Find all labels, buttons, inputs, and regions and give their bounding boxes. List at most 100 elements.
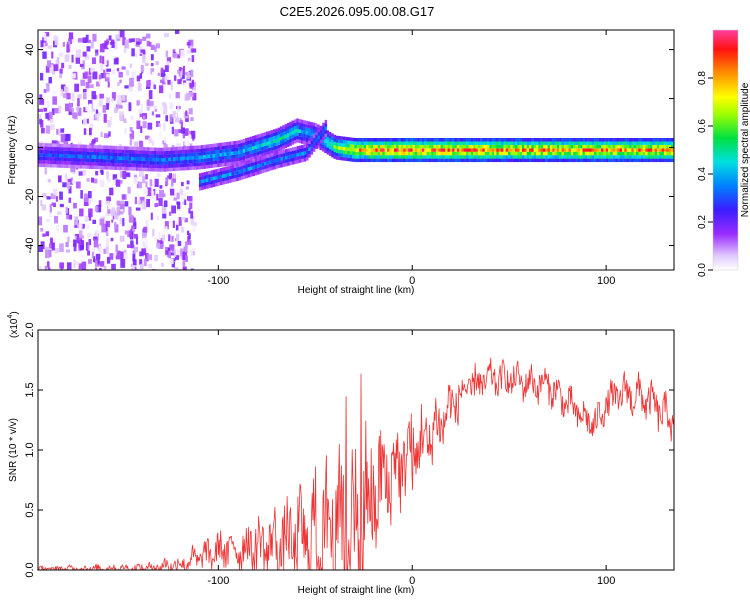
ridge-cell (161, 168, 164, 172)
noise-cell (133, 246, 139, 253)
ridge-cell (124, 166, 127, 171)
ridge-cell (152, 164, 155, 169)
ridge-cell (654, 155, 658, 159)
ridge-cell (324, 135, 327, 140)
ridge-cell (475, 138, 478, 142)
noise-cell (118, 202, 122, 206)
ridge-cell (128, 156, 132, 161)
ridge-cell (398, 148, 402, 152)
ridge-cell (245, 171, 248, 175)
noise-cell (76, 106, 79, 112)
noise-cell (50, 182, 55, 192)
ridge-cell (407, 144, 411, 149)
noise-cell (173, 197, 178, 201)
ridge-cell (505, 155, 509, 159)
ridge-cell (42, 143, 46, 147)
noise-cell (99, 55, 102, 64)
ridge-cell (321, 144, 325, 149)
ridge-cell (191, 159, 195, 164)
noise-cell (51, 140, 56, 147)
ridge-cell (633, 155, 637, 159)
ridge-cell (289, 147, 293, 152)
ridge-cell (305, 138, 309, 142)
ridge-cell (280, 160, 283, 165)
ridge-cell (217, 168, 221, 173)
ridge-cell (75, 147, 78, 152)
ridge-cell (271, 159, 274, 164)
ridge-cell (165, 157, 169, 162)
ridge-cell (156, 161, 160, 165)
ridge-cell (324, 130, 328, 134)
ridge-cell (86, 165, 90, 169)
ridge-cell (145, 150, 148, 155)
ridge-cell (315, 145, 318, 149)
y-tick-label: 1.5 (24, 382, 36, 397)
ridge-cell (649, 141, 653, 145)
ridge-cell (608, 155, 611, 159)
ridge-cell (259, 154, 262, 158)
ridge-cell (212, 173, 216, 177)
noise-cell (81, 240, 85, 250)
ridge-cell (582, 151, 585, 156)
ridge-cell (468, 148, 471, 152)
ridge-cell (538, 158, 541, 163)
ridge-cell (645, 151, 648, 156)
ridge-cell (591, 155, 595, 159)
noise-cell (182, 131, 186, 139)
ridge-cell (247, 160, 251, 164)
ridge-cell (447, 155, 451, 159)
ridge-cell (40, 146, 43, 150)
ridge-cell (505, 148, 509, 152)
ridge-cell (70, 154, 74, 158)
ridge-cell (333, 151, 337, 156)
noise-cell (127, 244, 132, 248)
ridge-cell (322, 129, 325, 134)
ridge-cell (601, 144, 604, 149)
ridge-cell (494, 158, 497, 163)
ridge-cell (666, 138, 669, 142)
ridge-cell (79, 154, 83, 159)
ridge-cell (40, 156, 43, 161)
ridge-cell (312, 138, 316, 142)
ridge-cell (193, 155, 197, 160)
noise-cell (160, 69, 166, 77)
noise-cell (80, 190, 83, 199)
ridge-cell (126, 149, 129, 154)
ridge-cell (233, 140, 236, 145)
ridge-cell (559, 148, 562, 152)
ridge-cell (563, 141, 567, 145)
ridge-cell (568, 141, 572, 145)
ridge-cell (559, 158, 562, 163)
ridge-cell (268, 153, 272, 158)
ridge-cell (286, 122, 290, 127)
noise-cell (188, 108, 193, 115)
ridge-cell (400, 144, 404, 149)
noise-cell (174, 192, 177, 201)
ridge-cell (556, 141, 560, 145)
ridge-cell (51, 164, 55, 168)
ridge-cell (505, 158, 509, 163)
ridge-cell (289, 151, 293, 155)
noise-cell (138, 140, 144, 149)
ridge-cell (296, 146, 300, 150)
noise-cell (95, 230, 99, 240)
noise-cell (46, 196, 51, 200)
noise-cell (63, 224, 68, 233)
noise-cell (50, 124, 55, 130)
ridge-cell (617, 141, 620, 145)
ridge-cell (287, 155, 290, 159)
ridge-cell (89, 158, 92, 163)
ridge-cell (384, 141, 388, 145)
ridge-cell (333, 155, 337, 159)
ridge-cell (217, 156, 220, 161)
ridge-cell (128, 160, 132, 164)
ridge-cell (217, 153, 220, 157)
ridge-cell (635, 144, 639, 149)
ridge-cell (452, 151, 455, 156)
ridge-cell (612, 144, 616, 149)
ridge-cell (149, 161, 153, 165)
noise-cell (99, 261, 105, 267)
ridge-cell (58, 157, 62, 161)
ridge-cell (268, 160, 272, 165)
ridge-cell (158, 147, 162, 152)
